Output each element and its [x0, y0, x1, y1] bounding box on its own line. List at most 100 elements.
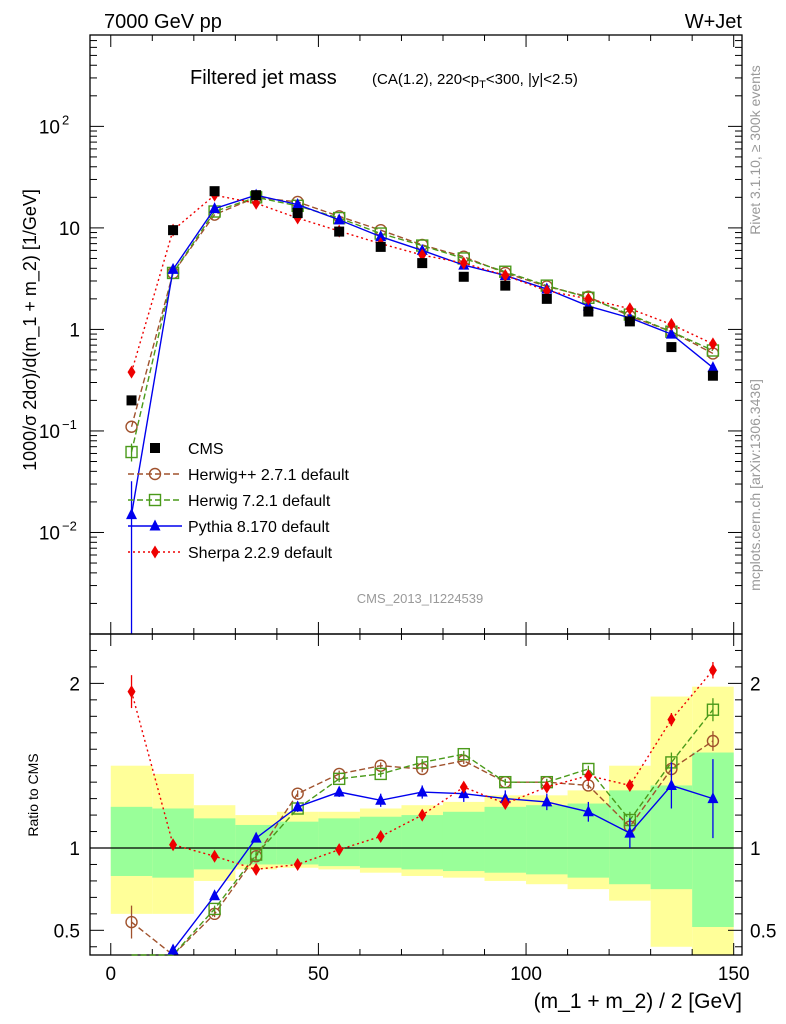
ratio-point-1-3	[249, 848, 263, 861]
cms-point-3	[251, 190, 262, 201]
ratio-point-3-0	[127, 685, 136, 699]
ratio-point-3-12	[625, 778, 634, 792]
legend-marker-1	[148, 493, 162, 507]
ratio-point-0-0	[125, 915, 138, 929]
title-cuts-head: (CA(1.2), 220<p	[372, 71, 479, 88]
y-tick-label: 10	[59, 219, 80, 240]
ratio-point-1-5	[332, 772, 346, 786]
ratio-point-2-7	[416, 785, 428, 797]
y-tick-exponent: −2	[62, 518, 77, 533]
ratio-point-0-14	[706, 734, 720, 748]
data-point-3-11	[584, 292, 593, 306]
data-point-2-13	[665, 327, 677, 339]
x-tick-label: 50	[308, 964, 329, 985]
ratio-point-2-5	[333, 785, 345, 797]
ratio-line-2	[172, 784, 714, 951]
band-inner-8	[442, 811, 485, 872]
data-point-1-0	[125, 445, 138, 459]
ratio-tick-label-right: 2	[750, 674, 761, 695]
band-inner-7	[401, 815, 443, 870]
band-inner-10	[526, 805, 568, 875]
ratio-point-3-6	[376, 829, 385, 843]
data-point-2-4	[292, 198, 304, 210]
cms-point-14	[707, 370, 718, 381]
cms-point-8	[458, 271, 469, 282]
ratio-point-3-14	[708, 663, 717, 677]
band-inner-0	[110, 806, 153, 876]
band-inner-4	[276, 821, 319, 865]
data-point-2-6	[375, 230, 387, 242]
analysis-id: CMS_2013_I1224539	[357, 591, 484, 606]
ratio-frame	[89, 633, 743, 956]
ratio-point-1-9	[499, 775, 512, 789]
title-cuts-tail: <300, |y|<2.5)	[486, 71, 578, 88]
band-inner-9	[484, 806, 527, 873]
x-tick-label: 100	[510, 964, 542, 985]
cms-point-6	[375, 241, 386, 252]
cms-point-1	[168, 225, 179, 236]
ratio-tick-label-left: 0.5	[54, 921, 80, 942]
x-tick-label: 150	[718, 964, 750, 985]
cms-point-0	[126, 395, 137, 406]
ratio-point-1-6	[374, 767, 387, 781]
data-point-2-0	[126, 508, 138, 520]
legend-marker-3	[151, 545, 159, 559]
ratio-point-2-12	[624, 826, 636, 838]
ratio-panel: 0 50 100 150 0.5 0.5 1 1 2 2	[54, 633, 776, 985]
legend: CMS Herwig++ 2.7.1 default Herwig 7.2.1 de…	[128, 441, 350, 562]
y-tick-label: 10	[39, 422, 60, 443]
band-inner-5	[318, 818, 360, 867]
x-tick-label: 0	[105, 964, 116, 985]
ratio-point-2-6	[375, 793, 387, 805]
data-point-3-8	[459, 256, 468, 270]
y-tick-exponent: −1	[62, 417, 77, 432]
data-point-3-9	[501, 268, 510, 282]
mcplots-label: mcplots.cern.ch [arXiv:1306.3436]	[747, 379, 763, 591]
y-axis-label-main: 1000/σ 2dσ)/d(m_1 + m_2) [1/GeV]	[20, 189, 41, 471]
ratio-point-2-2	[209, 889, 221, 901]
cms-point-5	[334, 226, 345, 237]
ratio-tick-label-right: 0.5	[750, 921, 776, 942]
series-line-1	[130, 196, 714, 453]
data-point-0-0	[125, 420, 138, 433]
data-point-2-1	[167, 262, 179, 274]
cms-point-2	[209, 186, 220, 197]
ratio-point-3-5	[335, 843, 344, 857]
cms-point-13	[666, 342, 677, 353]
cms-point-12	[624, 316, 635, 327]
energy-label: 7000 GeV pp	[104, 11, 222, 33]
ratio-tick-label-right: 1	[750, 839, 761, 860]
ratio-point-3-4	[293, 857, 302, 871]
rivet-label: Rivet 3.1.10, ≥ 300k events	[747, 65, 763, 235]
cms-point-11	[583, 306, 594, 317]
data-point-3-13	[667, 317, 676, 331]
data-point-3-12	[625, 302, 634, 316]
y-axis-label-ratio: Ratio to CMS	[25, 753, 41, 836]
title-cuts-sub: T	[479, 79, 486, 91]
ratio-point-2-3	[250, 831, 262, 843]
ratio-point-3-2	[210, 849, 219, 863]
ratio-point-3-10	[542, 780, 551, 794]
cms-point-4	[292, 208, 303, 219]
legend-marker-0	[148, 467, 162, 481]
legend-label-2: Pythia 8.170 default	[188, 519, 330, 536]
ratio-point-1-14	[706, 703, 720, 716]
ratio-point-2-11	[582, 805, 594, 817]
x-axis-label: (m_1 + m_2) / 2 [GeV]	[534, 990, 742, 1013]
data-point-2-2	[209, 202, 221, 214]
ratio-point-3-11	[584, 769, 593, 783]
legend-label-1: Herwig 7.2.1 default	[188, 493, 331, 510]
legend-label-cms: CMS	[188, 441, 224, 458]
legend-label-3: Sherpa 2.2.9 default	[188, 545, 333, 562]
ratio-point-2-14	[707, 792, 719, 804]
ratio-tick-label-left: 1	[69, 839, 80, 860]
ratio-point-2-1	[167, 943, 179, 955]
y-tick-label: 1	[69, 320, 80, 341]
ratio-point-3-9	[501, 797, 510, 811]
cms-point-9	[500, 280, 511, 291]
data-point-3-0	[127, 365, 136, 379]
ratio-point-1-7	[416, 756, 429, 769]
ratio-point-3-13	[667, 713, 676, 727]
cms-point-10	[541, 293, 552, 304]
